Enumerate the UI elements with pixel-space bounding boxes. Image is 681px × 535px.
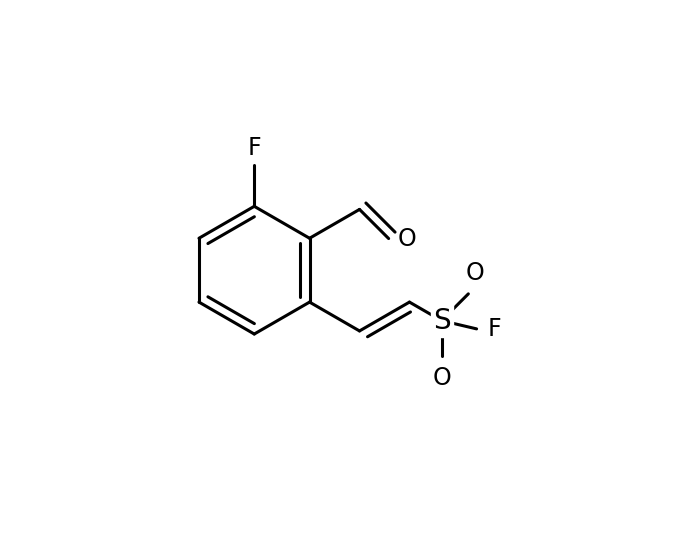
Text: S: S (432, 307, 450, 334)
Text: O: O (465, 261, 484, 285)
Text: O: O (432, 366, 451, 390)
Text: F: F (488, 317, 502, 341)
Text: O: O (398, 226, 417, 250)
Text: F: F (247, 136, 261, 160)
